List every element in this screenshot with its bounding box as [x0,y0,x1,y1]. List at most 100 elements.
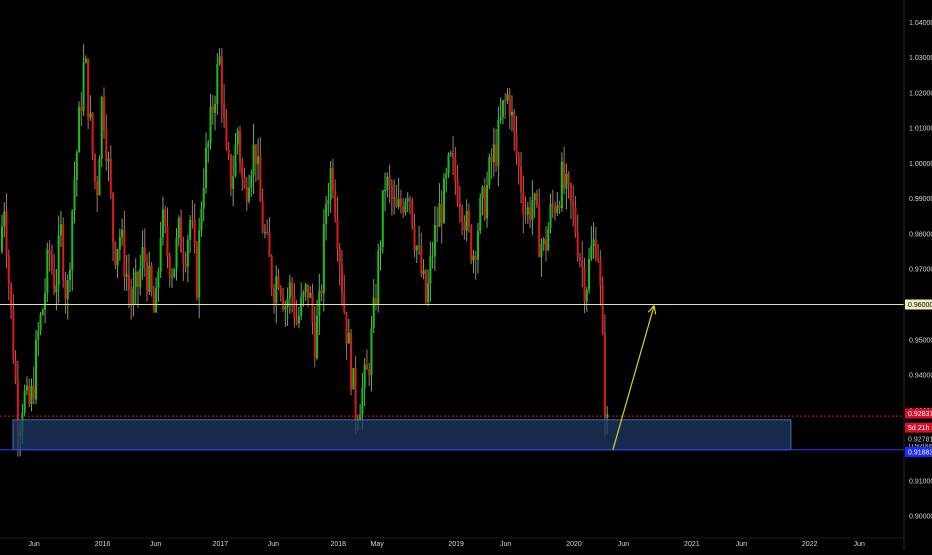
candle-body [381,190,384,248]
candle-body [549,203,552,229]
price-tick-label: 1.00000 [909,161,932,168]
candle-body [569,183,572,201]
candle-body [461,208,464,222]
candle-body [107,158,110,162]
candle-body [82,62,85,112]
price-axis[interactable]: 1.04000 1.03000 1.02000 1.01000 1.00000 0.990… [903,0,932,550]
candle-body [397,199,400,207]
candle-body [195,245,198,298]
candle-body [16,380,19,437]
price-badge-label: 5d 21h [908,425,930,432]
price-tick-label: 0.97000 [909,267,932,274]
candle-body [599,260,602,286]
candle-body [336,217,339,249]
candle-body [229,154,232,189]
candle-body [10,283,13,309]
candle-body [350,332,353,390]
candle-body [499,117,502,120]
candle-body [531,200,534,220]
candle-body [467,211,470,227]
candle-body [109,158,112,194]
price-tick-label: 0.91000 [909,478,932,485]
time-tick-label: 2018 [330,541,346,548]
candle-body [245,187,248,202]
candle-body [379,247,382,251]
candle-body [93,154,96,182]
candle-body [98,158,101,196]
candle-body [291,282,294,296]
candle-body [223,103,226,119]
candle-body [359,414,362,420]
candle-body [282,294,285,310]
candle-body [263,231,266,233]
candle-body [486,185,489,219]
candle-body [64,280,67,300]
time-axis[interactable]: Jun 2016 Jun 2017 Jun 2018 May 2019 Jun 2020 Jun 20… [0,537,904,548]
candle-body [590,246,593,260]
candle-body [166,226,169,257]
candle-body [388,176,391,186]
candle-body [248,187,251,202]
candle-body [456,180,459,204]
candle-body [3,211,6,227]
candle-body [567,173,570,184]
candle-body [44,292,47,310]
drawings-layer[interactable] [0,304,904,451]
candle-body [406,198,409,202]
candle-body [238,130,241,163]
candle-body [354,368,357,422]
price-tick-label: 0.90000 [909,514,932,521]
candle-body [340,265,343,293]
projection-arrow-line[interactable] [612,305,655,450]
candle-body [363,364,366,388]
candle-body [329,168,332,200]
candle-body [293,295,296,319]
candle-body [438,203,441,227]
candle-body [139,268,142,288]
support-zone-rect[interactable] [12,419,792,451]
candle-body [1,226,3,252]
candle-body [132,287,135,305]
candle-body [313,322,316,359]
candle-body [216,64,219,104]
candle-body [275,276,278,304]
candle-body [170,276,173,278]
candle-body [261,201,264,232]
candle-body [112,193,115,243]
candle-body [368,369,371,376]
time-tick-label: 2016 [95,541,111,548]
price-badge [905,299,932,310]
candle-body [452,153,455,159]
candle-body [148,265,151,292]
candle-body [272,288,275,304]
candle-body [66,279,69,300]
plot-area[interactable] [1,44,609,457]
candle-body [476,231,479,260]
candle-body [134,271,137,288]
price-badge-label: 0.92837 [908,411,932,418]
candle-body [318,290,321,316]
candle-body [277,276,280,289]
candle-body [286,298,289,308]
candle-body [445,173,448,179]
candle-body [606,414,609,418]
price-tick-label: 1.03000 [909,55,932,62]
candle-body [30,385,33,404]
candle-body [440,203,443,223]
price-badge-label: 0.91883 [908,449,932,456]
candle-body [304,284,307,293]
candle-body [601,285,604,334]
candle-body [386,176,389,190]
candle-body [316,315,319,359]
candle-body [472,255,475,261]
candle-body [227,149,230,155]
candle-body [574,207,577,233]
candle-body [413,226,416,251]
candle-body [429,256,432,284]
candle-body [535,193,538,206]
candle-body [492,144,495,162]
candle-body [180,217,183,253]
candle-body [202,187,205,209]
